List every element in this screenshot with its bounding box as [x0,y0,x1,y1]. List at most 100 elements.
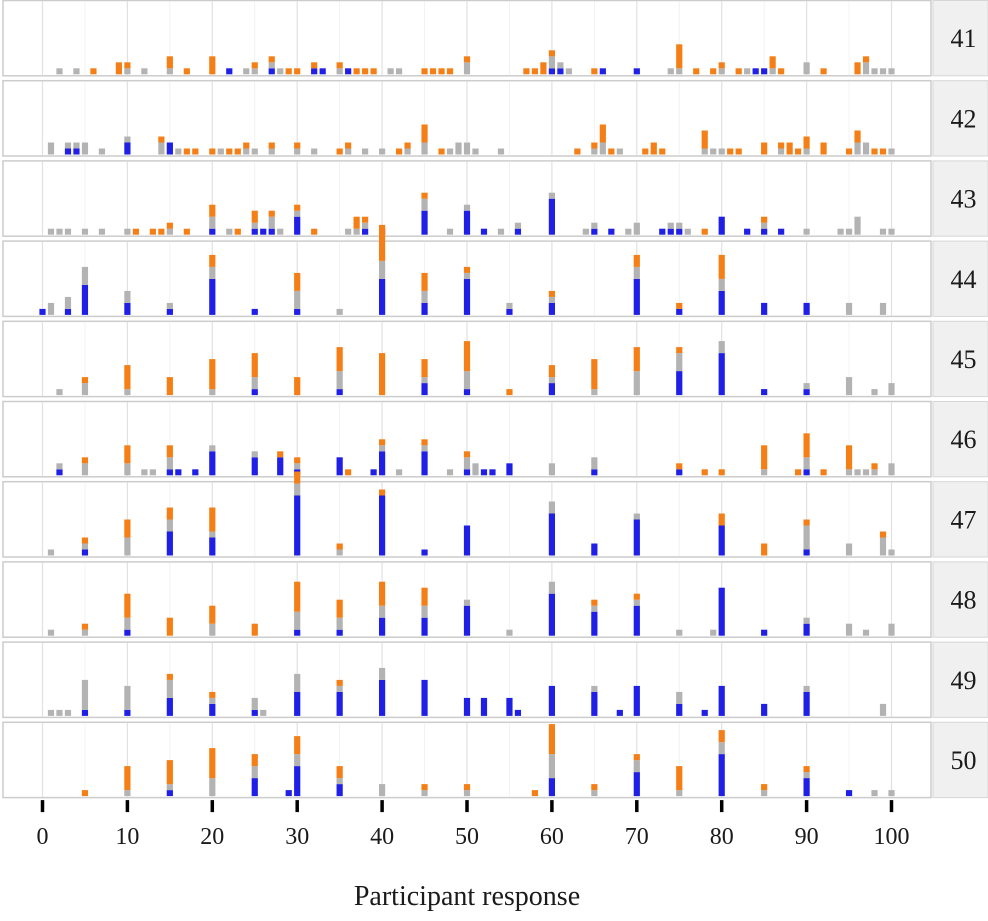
x-axis-title: Participant response [354,881,580,912]
bar-segment [803,685,810,692]
bar-segment [497,228,505,235]
bar-segment [676,629,683,636]
bar-segment [633,68,640,75]
bar-segment [243,148,250,155]
bar-segment [47,142,55,155]
bar-segment [251,766,258,779]
bar-segment [336,679,343,686]
bar-segment [166,617,173,636]
bar-segment [862,469,870,476]
bar-segment [803,389,810,396]
bar-segment [56,709,63,716]
bar-segment [421,790,428,797]
bar-segment [718,469,725,476]
bar-segment [421,359,428,378]
bar-segment [676,308,683,315]
bar-segment [761,629,768,636]
bar-segment [676,463,683,470]
bar-segment [761,222,768,229]
bar-segment [489,469,496,476]
bar-segment [531,68,539,75]
bar-segment [701,709,708,716]
bar-segment [234,148,241,155]
bar-segment [362,228,369,235]
bar-segment [166,469,173,476]
bar-segment [718,62,725,69]
bar-segment [421,198,428,211]
bar-segment [718,341,725,354]
bar-segment [879,302,887,315]
bar-segment [81,266,89,285]
bar-segment [132,228,139,235]
bar-segment [268,216,275,229]
bar-segment [862,56,870,63]
bar-segment [778,148,785,155]
bar-segment [226,148,233,155]
bar-segment [701,148,708,155]
bar-segment [336,543,343,550]
bar-segment [633,593,640,600]
bar-segment [871,148,878,155]
bar-segment [345,68,352,75]
bar-segment [633,754,640,761]
bar-segment [591,543,598,556]
bar-segment [548,198,555,235]
bar-segment [633,685,640,716]
bar-segment [268,148,275,155]
facet-label: 45 [951,345,977,374]
bar-segment [47,228,55,235]
bar-segment [497,148,505,155]
bar-segment [421,68,428,75]
bar-segment [684,228,691,235]
bar-segment [209,697,216,704]
bar-segment [47,549,55,556]
bar-segment [166,531,173,556]
bar-segment [260,709,267,716]
bar-segment [548,513,555,556]
bar-segment [81,383,89,396]
bar-segment [73,148,80,155]
bar-segment [64,228,72,235]
bar-segment [336,308,343,315]
x-tick-label: 90 [795,824,819,850]
bar-segment [421,272,428,291]
bar-segment [854,142,861,155]
bar-segment [803,623,810,636]
bar-segment [56,389,63,396]
bar-segment [633,599,640,606]
bar-segment [421,445,428,452]
bar-segment [727,148,734,155]
bar-segment [251,754,258,767]
bar-segment [463,272,471,279]
bar-segment [472,148,479,155]
bar-segment [124,629,131,636]
bar-segment [243,142,250,149]
bar-segment [761,389,768,396]
bar-segment [718,148,725,155]
bar-segment [659,228,666,235]
bar-segment [676,228,683,235]
bar-segment [548,50,555,57]
bar-segment [845,623,853,636]
bar-segment [379,451,386,476]
facet-label: 43 [951,185,977,214]
bar-segment [166,445,173,458]
facet-strip [932,561,988,638]
bar-segment [98,228,106,235]
bar-segment [633,371,640,396]
bar-segment [124,593,131,618]
bar-segment [336,599,343,618]
bar-segment [336,347,343,372]
bar-segment [421,290,428,303]
bar-segment [421,192,428,199]
bar-segment [591,68,598,75]
bar-segment [599,124,606,143]
bar-segment [183,148,190,155]
bar-segment [47,302,55,315]
bar-segment [514,709,522,716]
bar-segment [226,68,233,75]
bar-segment [124,142,131,155]
facet-strip [932,481,988,558]
bar-segment [226,228,233,235]
bar-segment [294,142,301,149]
